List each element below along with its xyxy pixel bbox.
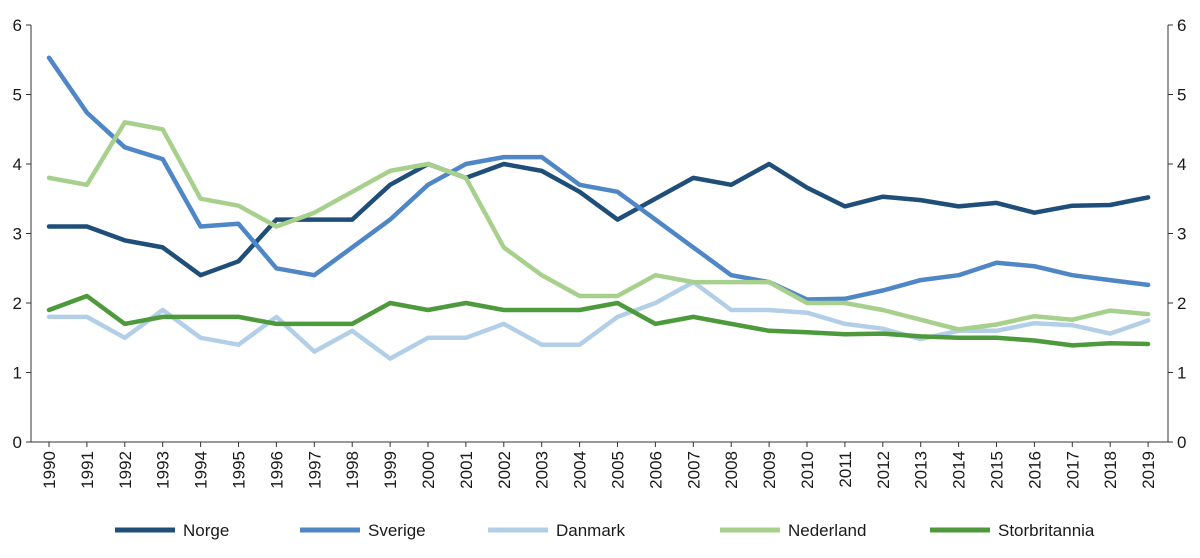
x-tick-label: 2003 — [533, 451, 552, 489]
y-tick-label: 3 — [13, 225, 22, 244]
x-tick-label: 2009 — [760, 451, 779, 489]
legend: Norge Sverige Danmark Nederland Storbritanni… — [115, 521, 1095, 540]
x-tick-label: 2010 — [798, 451, 817, 489]
y-tick-label-right: 6 — [1177, 16, 1186, 35]
x-tick-label: 2013 — [912, 451, 931, 489]
x-tick-label: 2017 — [1063, 451, 1082, 489]
legend-label-danmark: Danmark — [556, 521, 625, 540]
x-tick-label: 2019 — [1139, 451, 1158, 489]
y-tick-label-right: 2 — [1177, 294, 1186, 313]
legend-label-storbritannia: Storbritannia — [998, 521, 1095, 540]
x-tick-label: 2014 — [950, 451, 969, 489]
x-tick-label: 2011 — [836, 451, 855, 488]
x-tick-label: 2002 — [495, 451, 514, 489]
y-tick-label: 5 — [13, 86, 22, 105]
y-tick-label: 0 — [13, 433, 22, 452]
series-line-norge — [46, 161, 1151, 278]
x-tick-label: 2000 — [419, 451, 438, 489]
series-lines — [46, 55, 1151, 361]
legend-label-sverige: Sverige — [368, 521, 426, 540]
series-line-sverige — [46, 55, 1151, 302]
y-axis-left: 0 1 2 3 4 5 6 — [13, 16, 31, 452]
x-tick-label: 1992 — [116, 451, 135, 489]
x-tick-label: 2016 — [1025, 451, 1044, 489]
x-tick-label: 2004 — [571, 451, 590, 489]
x-tick-label: 1998 — [343, 451, 362, 489]
series-line-storbritannia — [46, 293, 1151, 348]
y-tick-label-right: 0 — [1177, 433, 1186, 452]
x-tick-label: 1991 — [78, 451, 97, 489]
x-tick-label: 1990 — [40, 451, 59, 489]
legend-label-norge: Norge — [183, 521, 229, 540]
axes — [30, 25, 1169, 443]
x-tick-label: 2007 — [684, 451, 703, 489]
y-tick-label: 1 — [13, 364, 22, 383]
legend-label-nederland: Nederland — [788, 521, 866, 540]
series-line-danmark — [46, 279, 1151, 361]
x-axis: 1990 1991 1992 1993 1994 1995 1996 1997 1998 1999… — [40, 442, 1158, 489]
x-tick-label: 2018 — [1101, 451, 1120, 489]
y-tick-label: 4 — [13, 155, 22, 174]
x-tick-label: 2001 — [457, 451, 476, 489]
x-tick-label: 2015 — [988, 451, 1007, 489]
x-tick-label: 1999 — [381, 451, 400, 489]
y-tick-label-right: 5 — [1177, 86, 1186, 105]
x-tick-label: 1995 — [230, 451, 249, 489]
y-tick-label-right: 1 — [1177, 364, 1186, 383]
y-tick-label-right: 4 — [1177, 155, 1186, 174]
x-tick-label: 1993 — [154, 451, 173, 489]
y-tick-label: 2 — [13, 294, 22, 313]
x-tick-label: 1994 — [192, 451, 211, 489]
x-tick-label: 2005 — [609, 451, 628, 489]
y-tick-label-right: 3 — [1177, 225, 1186, 244]
y-axis-right: 0 1 2 3 4 5 6 — [1168, 16, 1186, 452]
y-tick-label: 6 — [13, 16, 22, 35]
x-tick-label: 2012 — [874, 451, 893, 489]
x-tick-label: 2006 — [646, 451, 665, 489]
series-line-nederland — [46, 120, 1151, 332]
x-tick-label: 1997 — [305, 451, 324, 489]
x-tick-label: 1996 — [267, 451, 286, 489]
x-tick-label: 2008 — [722, 451, 741, 489]
